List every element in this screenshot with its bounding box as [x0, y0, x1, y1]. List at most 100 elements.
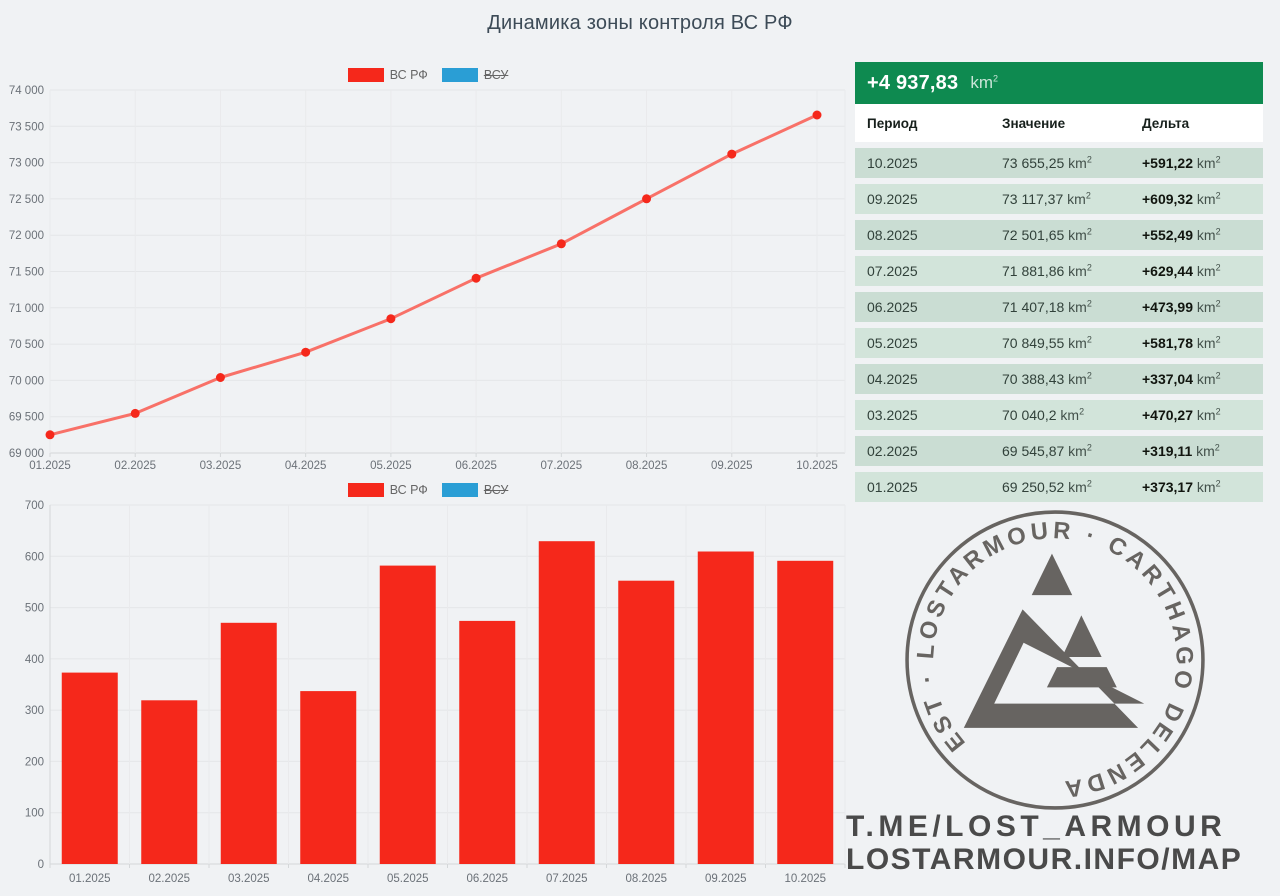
vsrf-bar [618, 580, 675, 864]
legend-item-vsrf[interactable]: ВС РФ [347, 68, 428, 82]
logo-triangles-icon [963, 553, 1145, 728]
unit-label: km2 [1064, 154, 1092, 171]
bar-ytick-label: 400 [25, 654, 44, 666]
total-delta-banner: +4 937,83 km2 [855, 62, 1263, 104]
value-cell: 70 040,2 km2 [1002, 406, 1085, 423]
table-row: 05.2025 70 849,55 km2 +581,78 km2 [855, 328, 1263, 358]
unit-label: km2 [1064, 226, 1092, 243]
vsrf-bar [379, 565, 436, 864]
line-xtick-label: 09.2025 [711, 460, 753, 472]
unit-label: km2 [1056, 406, 1085, 423]
unit-label: km2 [1064, 442, 1092, 459]
unit-label: km2 [1193, 478, 1221, 495]
col-header-delta: Дельта [1142, 115, 1190, 131]
unit-label: km2 [1193, 262, 1221, 279]
col-header-period: Период [867, 115, 918, 131]
line-data-point [642, 194, 652, 204]
bar-xtick-label: 02.2025 [148, 873, 190, 885]
line-xtick-label: 10.2025 [796, 460, 838, 472]
bar-xtick-label: 03.2025 [228, 873, 270, 885]
bar-ytick-label: 200 [25, 756, 44, 768]
bar-xtick-label: 05.2025 [387, 873, 429, 885]
line-xtick-label: 06.2025 [455, 460, 497, 472]
table-row: 10.2025 73 655,25 km2 +591,22 km2 [855, 148, 1263, 178]
line-ytick-label: 72 000 [9, 230, 44, 242]
line-data-point [45, 430, 55, 440]
line-ytick-label: 71 000 [9, 303, 44, 315]
bar-chart-legend: ВС РФ ВСУ [8, 481, 848, 499]
line-xtick-label: 07.2025 [541, 460, 583, 472]
bar-xtick-label: 07.2025 [546, 873, 588, 885]
value-cell: 69 250,52 km2 [1002, 478, 1092, 495]
line-ytick-label: 71 500 [9, 267, 44, 279]
bar-ytick-label: 100 [25, 808, 44, 820]
legend-item-vsu-bar[interactable]: ВСУ [441, 483, 509, 497]
vsrf-legend-label: ВС РФ [389, 483, 428, 497]
bar-xtick-label: 01.2025 [69, 873, 111, 885]
total-delta-value: +4 937,83 [867, 71, 959, 94]
line-ytick-label: 69 500 [9, 412, 44, 424]
bar-chart: 0 100 200 300 400 500 600 700 01.2025 02.2025 03.2… [25, 500, 846, 885]
bar-xtick-label: 08.2025 [625, 873, 667, 885]
line-ytick-label: 69 000 [9, 448, 44, 460]
table-row: 03.2025 70 040,2 km2 +470,27 km2 [855, 400, 1263, 430]
table-row: 01.2025 69 250,52 km2 +373,17 km2 [855, 472, 1263, 502]
unit-label: km2 [1192, 442, 1220, 459]
vsrf-bar [777, 560, 834, 864]
bar-ytick-label: 300 [25, 705, 44, 717]
unit-label: km2 [1063, 190, 1091, 207]
legend-item-vsrf-bar[interactable]: ВС РФ [347, 483, 428, 497]
unit-label: km2 [1193, 334, 1221, 351]
line-xtick-label: 01.2025 [29, 460, 71, 472]
delta-cell: +373,17 km2 [1142, 478, 1221, 495]
vsrf-bar [538, 541, 595, 864]
line-chart-legend: ВС РФ ВСУ [8, 66, 848, 84]
table-body: 10.2025 73 655,25 km2 +591,22 km2 09.2025 73… [855, 148, 1263, 502]
watermark-links: T.ME/LOST_ARMOUR LOSTARMOUR.INFO/MAP [846, 810, 1266, 876]
logo-outer-circle [905, 510, 1205, 810]
value-cell: 70 849,55 km2 [1002, 334, 1092, 351]
vsrf-legend-swatch [347, 483, 384, 497]
bar-ytick-label: 600 [25, 551, 44, 563]
line-ytick-label: 73 000 [9, 158, 44, 170]
unit-label: km2 [1193, 370, 1221, 387]
line-ytick-label: 70 500 [9, 339, 44, 351]
vsu-legend-swatch [441, 483, 478, 497]
summary-table: +4 937,83 km2 Период Значение Дельта 10.… [855, 62, 1263, 502]
line-data-point [471, 273, 481, 283]
vsrf-bar [141, 700, 198, 864]
vsrf-bar [459, 620, 516, 864]
line-ytick-label: 73 500 [9, 121, 44, 133]
vsu-legend-label: ВСУ [483, 483, 509, 497]
period-cell: 05.2025 [867, 335, 918, 351]
line-data-point [556, 239, 566, 249]
lostarmour-logo-watermark: EST · LOSTARMOUR · CARTHAGO DELENDA [905, 510, 1205, 810]
line-xtick-label: 08.2025 [626, 460, 668, 472]
delta-cell: +581,78 km2 [1142, 334, 1221, 351]
map-link-text: LOSTARMOUR.INFO/MAP [846, 843, 1243, 876]
value-cell: 69 545,87 km2 [1002, 442, 1092, 459]
line-xtick-label: 03.2025 [200, 460, 242, 472]
line-data-point [727, 149, 737, 159]
delta-cell: +319,11 km2 [1142, 442, 1220, 459]
unit-label: km2 [1064, 298, 1092, 315]
bar-ytick-label: 0 [38, 859, 44, 871]
table-row: 07.2025 71 881,86 km2 +629,44 km2 [855, 256, 1263, 286]
line-data-point [812, 110, 822, 120]
period-cell: 04.2025 [867, 371, 918, 387]
value-cell: 72 501,65 km2 [1002, 226, 1092, 243]
vsu-legend-swatch [441, 68, 478, 82]
vsu-legend-label: ВСУ [483, 68, 509, 82]
vsrf-bar [220, 622, 277, 864]
telegram-link-text: T.ME/LOST_ARMOUR [846, 810, 1227, 843]
vsrf-legend-swatch [347, 68, 384, 82]
line-xtick-label: 02.2025 [114, 460, 156, 472]
legend-item-vsu[interactable]: ВСУ [441, 68, 509, 82]
line-ytick-label: 74 000 [9, 85, 44, 97]
unit-label: km2 [1193, 190, 1221, 207]
value-cell: 73 117,37 km2 [1002, 190, 1091, 207]
unit-label: km2 [1193, 154, 1221, 171]
period-cell: 06.2025 [867, 299, 918, 315]
line-data-point [215, 373, 225, 382]
vsrf-line-series [48, 113, 819, 437]
